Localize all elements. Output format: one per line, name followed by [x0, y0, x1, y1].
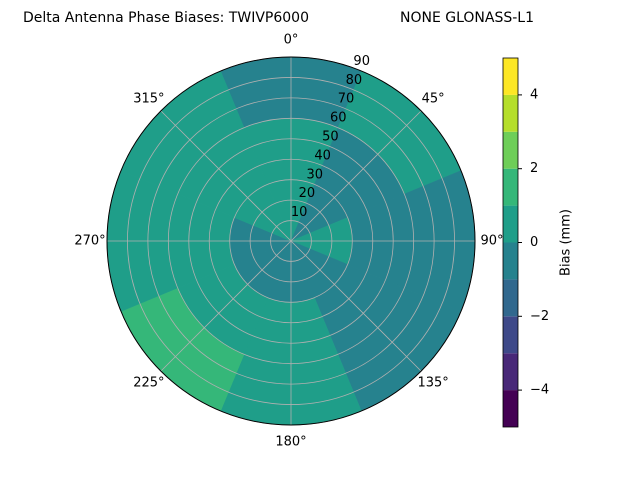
grid-spoke [290, 110, 422, 242]
grid-spoke [160, 110, 292, 242]
r-tick-label: 20 [299, 186, 316, 201]
r-tick-label: 90 [353, 54, 370, 69]
r-tick-label: 60 [330, 111, 347, 126]
colorbar-band [503, 242, 518, 280]
colorbar-label: Bias (mm) [559, 209, 574, 276]
colorbar-tick-label: 2 [530, 161, 538, 176]
theta-tick-label: 315° [133, 91, 164, 106]
r-tick-label: 40 [314, 148, 331, 163]
colorbar-tick-label: −4 [530, 383, 549, 398]
colorbar-tick-label: 0 [530, 235, 538, 250]
chart-subtitle: NONE GLONASS-L1 [400, 10, 534, 26]
theta-tick-label: 180° [275, 435, 306, 450]
r-tick-label: 80 [346, 73, 363, 88]
r-tick-label: 30 [306, 167, 323, 182]
theta-tick-label: 90° [480, 234, 503, 249]
colorbar-band [503, 58, 518, 95]
grid-spoke [290, 240, 422, 372]
theta-tick-label: 225° [133, 376, 164, 391]
r-tick-label: 10 [291, 205, 308, 220]
colorbar-band [503, 353, 518, 391]
colorbar-band [503, 168, 518, 206]
r-tick-label: 50 [322, 130, 339, 145]
colorbar-band [503, 390, 518, 427]
colorbar-band [503, 131, 518, 169]
colorbar-band [503, 279, 518, 317]
theta-tick-label: 270° [74, 234, 105, 249]
r-tick-label: 70 [338, 92, 355, 107]
theta-tick-label: 45° [422, 91, 445, 106]
colorbar-tick-label: −2 [530, 309, 549, 324]
polar-spine [106, 56, 476, 426]
colorbar-band [503, 94, 518, 132]
chart-title: Delta Antenna Phase Biases: TWIVP6000 [23, 10, 309, 26]
theta-tick-label: 0° [284, 33, 299, 48]
grid-spoke [160, 240, 292, 372]
colorbar-band [503, 316, 518, 354]
colorbar-band [503, 205, 518, 243]
colorbar-tick-label: 4 [530, 87, 538, 102]
theta-tick-label: 135° [417, 376, 448, 391]
